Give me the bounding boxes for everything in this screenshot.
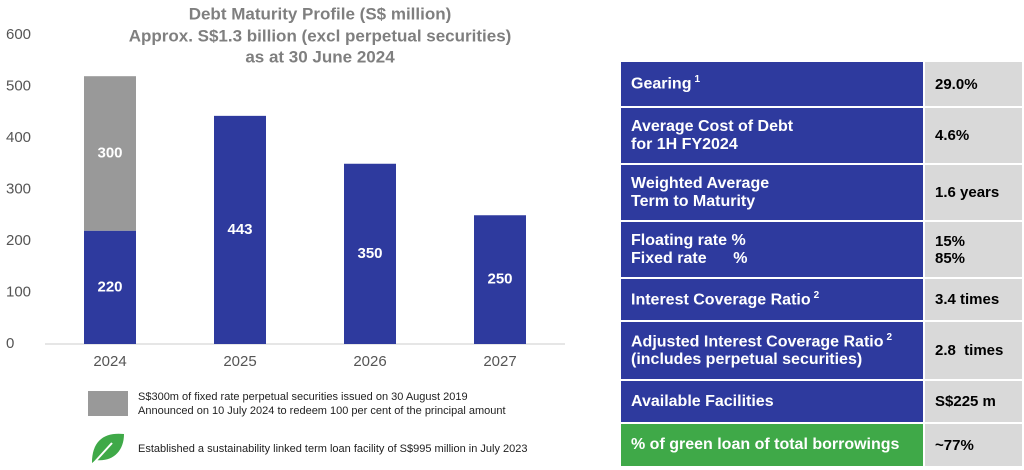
legend-swatch bbox=[88, 391, 128, 416]
label-line: (includes perpetual securities) bbox=[631, 351, 913, 369]
data-label: 220 bbox=[97, 278, 122, 295]
label-line: Floating rate % bbox=[631, 232, 913, 250]
label-line: Weighted Average bbox=[631, 175, 913, 193]
row-label: Gearing 1 bbox=[621, 62, 925, 106]
row-label: % of green loan of total borrowings bbox=[621, 424, 925, 466]
value-text: 3.4 times bbox=[935, 291, 1000, 308]
label-line: Fixed rate % bbox=[631, 250, 913, 268]
table-row: Adjusted Interest Coverage Ratio 2 (includ… bbox=[621, 322, 1022, 381]
bar bbox=[344, 163, 396, 344]
chart-subtitle: Approx. S$1.3 billion (excl perpetual se… bbox=[129, 26, 512, 45]
label-line: % of green loan of total borrowings bbox=[631, 436, 913, 454]
label-text: Term to Maturity bbox=[631, 192, 756, 210]
value-text: 29.0% bbox=[935, 75, 978, 93]
table-row: Gearing 1 29.0% bbox=[621, 62, 1022, 108]
row-value: S$225 m bbox=[925, 381, 1022, 422]
table-row: Available Facilities S$225 m bbox=[621, 381, 1022, 424]
bar bbox=[84, 230, 136, 344]
label-line: Average Cost of Debt bbox=[631, 118, 913, 136]
chart-title: Debt Maturity Profile (S$ million) bbox=[189, 4, 452, 23]
value-text: 2.8 times bbox=[935, 342, 1004, 359]
label-text: (includes perpetual securities) bbox=[631, 351, 863, 369]
row-value: ~77% bbox=[925, 424, 1022, 466]
table-row: Floating rate % Fixed rate % 15% 85% bbox=[621, 222, 1022, 279]
row-value: 3.4 times bbox=[925, 279, 1022, 320]
leaf-icon bbox=[91, 433, 124, 466]
footnote-ref: 1 bbox=[694, 74, 701, 86]
value-text: 1.6 years bbox=[935, 184, 1000, 201]
table-row: Weighted Average Term to Maturity 1.6 year… bbox=[621, 165, 1022, 222]
row-label: Floating rate % Fixed rate % bbox=[621, 222, 925, 277]
chart-subtitle: as at 30 June 2024 bbox=[245, 47, 395, 66]
x-tick-label: 2027 bbox=[483, 353, 516, 370]
value-text: ~77% bbox=[935, 436, 974, 454]
row-label: Adjusted Interest Coverage Ratio 2 (includ… bbox=[621, 322, 925, 379]
data-label: 443 bbox=[227, 221, 252, 238]
y-tick-label: 400 bbox=[6, 129, 31, 146]
x-tick-label: 2024 bbox=[93, 353, 126, 370]
footnote-ref: 2 bbox=[886, 331, 893, 343]
row-value: 29.0% bbox=[925, 62, 1022, 106]
value-text: 15% bbox=[935, 232, 966, 250]
value-text: 85% bbox=[935, 249, 966, 267]
row-label: Average Cost of Debt for 1H FY2024 bbox=[621, 108, 925, 163]
label-text: % of green loan of total borrowings bbox=[631, 436, 900, 453]
label-text: Weighted Average bbox=[631, 174, 770, 192]
value-text: S$225 m bbox=[935, 393, 996, 410]
label-line: Gearing 1 bbox=[631, 74, 913, 93]
label-text: for 1H FY2024 bbox=[631, 135, 738, 153]
table-row: % of green loan of total borrowings ~77% bbox=[621, 424, 1022, 468]
bar bbox=[84, 76, 136, 231]
label-text: Floating rate % bbox=[631, 231, 746, 249]
row-value: 15% 85% bbox=[925, 222, 1022, 277]
legend-label: S$300m of fixed rate perpetual securitie… bbox=[138, 391, 468, 403]
row-value: 2.8 times bbox=[925, 322, 1022, 379]
label-line: Adjusted Interest Coverage Ratio 2 bbox=[631, 332, 913, 351]
label-line: Term to Maturity bbox=[631, 193, 913, 211]
bar bbox=[214, 115, 266, 344]
label-text: Adjusted Interest Coverage Ratio bbox=[631, 333, 884, 351]
row-label: Available Facilities bbox=[621, 381, 925, 422]
y-tick-label: 300 bbox=[6, 180, 31, 197]
data-label: 350 bbox=[357, 245, 382, 262]
table-row: Average Cost of Debt for 1H FY2024 4.6% bbox=[621, 108, 1022, 165]
row-value: 1.6 years bbox=[925, 165, 1022, 220]
table-row: Interest Coverage Ratio 2 3.4 times bbox=[621, 279, 1022, 322]
label-line: Available Facilities bbox=[631, 393, 913, 411]
label-text: Fixed rate % bbox=[631, 249, 748, 267]
legend-note: Announced on 10 July 2024 to redeem 100 … bbox=[138, 405, 506, 417]
row-label: Weighted Average Term to Maturity bbox=[621, 165, 925, 220]
y-tick-label: 600 bbox=[6, 26, 31, 43]
y-tick-label: 500 bbox=[6, 77, 31, 94]
label-text: Available Facilities bbox=[631, 392, 774, 410]
row-label: Interest Coverage Ratio 2 bbox=[621, 279, 925, 320]
annotation: Established a sustainability linked term… bbox=[138, 443, 528, 455]
label-text: Interest Coverage Ratio bbox=[631, 291, 811, 309]
data-label: 250 bbox=[487, 271, 512, 288]
row-value: 4.6% bbox=[925, 108, 1022, 163]
data-label: 300 bbox=[97, 144, 122, 161]
x-tick-label: 2025 bbox=[223, 353, 256, 370]
x-tick-label: 2026 bbox=[353, 353, 386, 370]
chart: Debt Maturity Profile (S$ million) Appro… bbox=[6, 4, 565, 466]
value-text: 4.6% bbox=[935, 127, 970, 144]
y-tick-label: 100 bbox=[6, 283, 31, 300]
y-tick-label: 0 bbox=[6, 335, 14, 352]
label-text: Average Cost of Debt bbox=[631, 117, 794, 135]
kpi-table: Gearing 1 29.0% Average Cost of Debt for 1H … bbox=[621, 62, 1022, 468]
bar bbox=[474, 215, 526, 344]
label-text: Gearing bbox=[631, 75, 692, 93]
y-tick-label: 200 bbox=[6, 232, 31, 249]
label-line: for 1H FY2024 bbox=[631, 136, 913, 154]
label-line: Interest Coverage Ratio 2 bbox=[631, 290, 913, 309]
footnote-ref: 2 bbox=[813, 289, 820, 301]
